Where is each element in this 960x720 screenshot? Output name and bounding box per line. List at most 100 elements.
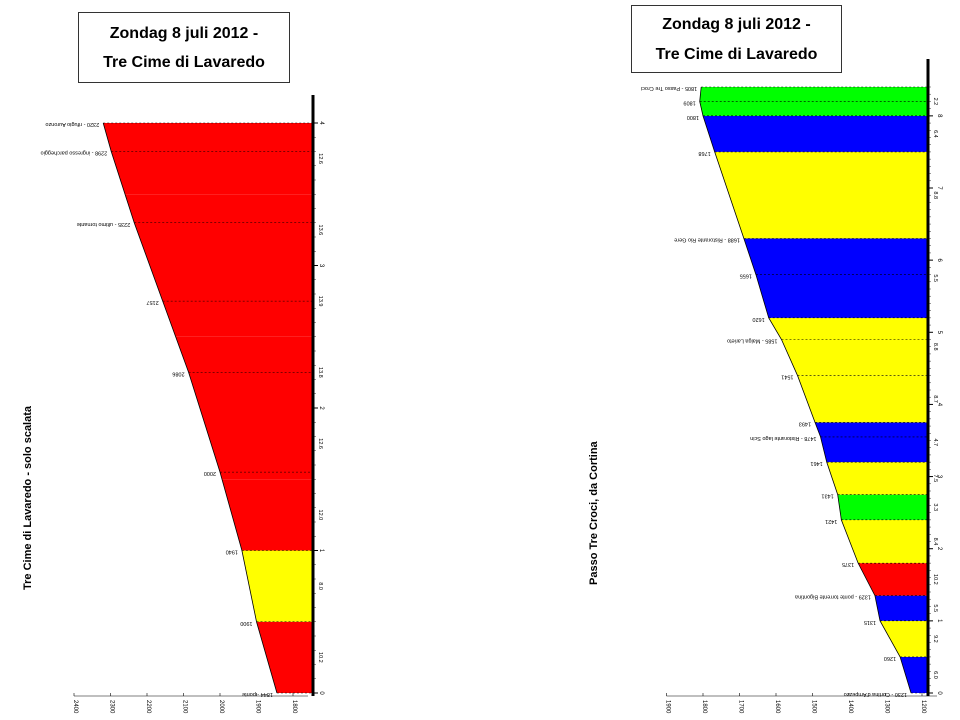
gradient-label-9: 8.7 — [932, 395, 938, 403]
gradient-label-14: 2.2 — [932, 98, 938, 106]
segment-6 — [837, 494, 928, 520]
gradient-label-5: 13.8 — [317, 367, 323, 378]
segment-7 — [826, 462, 928, 495]
gradient-label-10: 8.8 — [932, 343, 938, 351]
point-label-3: 1940 — [226, 549, 238, 555]
gradient-label-1: 6.0 — [932, 671, 938, 679]
segment-4 — [858, 563, 928, 596]
elevation-tick-label-6: 1300 — [884, 700, 890, 714]
gradient-label-8: 4.7 — [932, 438, 938, 446]
segment-9 — [797, 375, 928, 423]
point-label-8: 2298 - ingresso parcheggio — [41, 150, 108, 156]
elevation-tick-label-3: 2100 — [182, 700, 188, 714]
point-label-10: 1493 — [799, 420, 811, 426]
distance-tick-label-5: 5 — [936, 331, 942, 335]
distance-tick-label-3: 3 — [936, 475, 942, 479]
distance-tick-label-0: 0 — [936, 691, 942, 695]
segment-1 — [256, 621, 313, 693]
gradient-label-2: 8.0 — [317, 582, 323, 590]
distance-tick-label-6: 6 — [936, 258, 942, 262]
point-label-13: 1620 — [752, 316, 764, 322]
point-label-2: 1260 — [884, 655, 896, 661]
elevation-tick-label-5: 1900 — [255, 700, 261, 714]
point-label-4: 1329 - ponte torrente Bigontina — [794, 594, 871, 600]
distance-tick-label-2: 2 — [936, 547, 942, 551]
gradient-label-4: 12.6 — [317, 438, 323, 449]
gradient-label-13: 6.4 — [932, 130, 938, 138]
gradient-label-12: 8.8 — [932, 191, 938, 199]
distance-tick-label-4: 4 — [318, 121, 324, 125]
gradient-label-8: 12.6 — [317, 153, 323, 164]
left-title-line2: Tre Cime di Lavaredo — [103, 54, 265, 71]
segment-12 — [714, 151, 928, 239]
point-label-2: 1900 — [240, 620, 252, 626]
segment-14 — [699, 87, 928, 116]
segment-2 — [880, 620, 928, 657]
point-label-17: 1800 — [687, 114, 699, 120]
distance-tick-label-8: 8 — [936, 114, 942, 118]
left-title-line1: Zondag 8 juli 2012 - — [109, 25, 259, 42]
segment-10 — [768, 317, 928, 376]
elevation-tick-label-4: 2000 — [218, 700, 224, 714]
point-label-5: 2086 — [172, 370, 184, 376]
gradient-label-7: 13.6 — [317, 225, 323, 236]
gradient-label-7: 7.5 — [932, 475, 938, 483]
gradient-label-4: 10.2 — [932, 574, 938, 585]
point-label-15: 1688 - Ristorante Rio Gere — [674, 237, 740, 243]
distance-tick-label-1: 1 — [936, 619, 942, 623]
point-label-18: 1809 — [683, 99, 695, 105]
gradient-label-3: 12.0 — [317, 510, 323, 521]
point-label-3: 1315 — [864, 619, 876, 625]
distance-tick-label-4: 4 — [936, 403, 942, 407]
gradient-label-6: 3.3 — [932, 503, 938, 511]
segment-2 — [241, 550, 313, 622]
segment-8 — [103, 123, 313, 195]
gradient-label-1: 10.2 — [317, 652, 323, 663]
point-label-1: 1230 - Cortina d'Ampezzo — [844, 691, 907, 697]
segment-13 — [703, 115, 928, 152]
elevation-tick-label-5: 1400 — [847, 700, 853, 714]
elevation-tick-label-4: 1500 — [811, 700, 817, 714]
elevation-tick-label-2: 2200 — [145, 700, 151, 714]
point-label-7: 2235 - ultimo tornante — [77, 221, 131, 227]
distance-tick-label-7: 7 — [936, 186, 942, 190]
point-label-6: 1421 — [825, 518, 837, 524]
point-label-12: 1585 - Malga Larieto — [727, 338, 777, 344]
point-label-1: 1844 - ponte — [242, 691, 273, 697]
elevation-tick-label-2: 1700 — [738, 700, 744, 714]
point-label-9: 1478 - Ristorante lago Scin — [750, 435, 816, 441]
right-chart-title: Zondag 8 juli 2012 - Tre Cime di Lavared… — [631, 5, 842, 73]
chart-1: 1844 - ponte 1900 1940 2000 2086 2157 2235 - u… — [41, 95, 324, 714]
elevation-tick-label-0: 2400 — [72, 700, 78, 714]
elevation-tick-label-0: 1900 — [665, 700, 671, 714]
point-label-8: 1461 — [810, 460, 822, 466]
distance-tick-label-1: 1 — [318, 549, 324, 553]
segment-5 — [175, 336, 313, 408]
gradient-label-2: 9.2 — [932, 635, 938, 643]
segment-7 — [125, 194, 313, 266]
segment-3 — [221, 479, 313, 551]
distance-tick-label-2: 2 — [318, 406, 324, 410]
point-label-6: 2157 — [146, 299, 158, 305]
point-label-11: 1541 — [781, 374, 793, 380]
gradient-label-3: 5.5 — [932, 604, 938, 612]
right-title-line2: Tre Cime di Lavaredo — [655, 46, 818, 63]
point-label-4: 2000 — [204, 470, 216, 476]
point-label-9: 2320 - rifugio Auronzo — [45, 121, 99, 127]
elevation-tick-label-6: 1800 — [291, 700, 297, 714]
point-label-16: 1768 — [698, 150, 710, 156]
segment-11 — [743, 238, 928, 318]
point-label-7: 1431 — [821, 493, 833, 499]
distance-tick-label-0: 0 — [318, 691, 324, 695]
gradient-label-6: 13.9 — [317, 296, 323, 307]
gradient-label-11: 5.5 — [932, 274, 938, 282]
point-label-5: 1375 — [842, 561, 854, 567]
segment-3 — [874, 595, 928, 621]
elevation-tick-label-1: 1800 — [701, 700, 707, 714]
gradient-label-5: 8.4 — [932, 538, 938, 546]
segment-5 — [841, 519, 928, 564]
elevation-tick-label-1: 2300 — [109, 700, 115, 714]
segment-4 — [199, 408, 313, 480]
